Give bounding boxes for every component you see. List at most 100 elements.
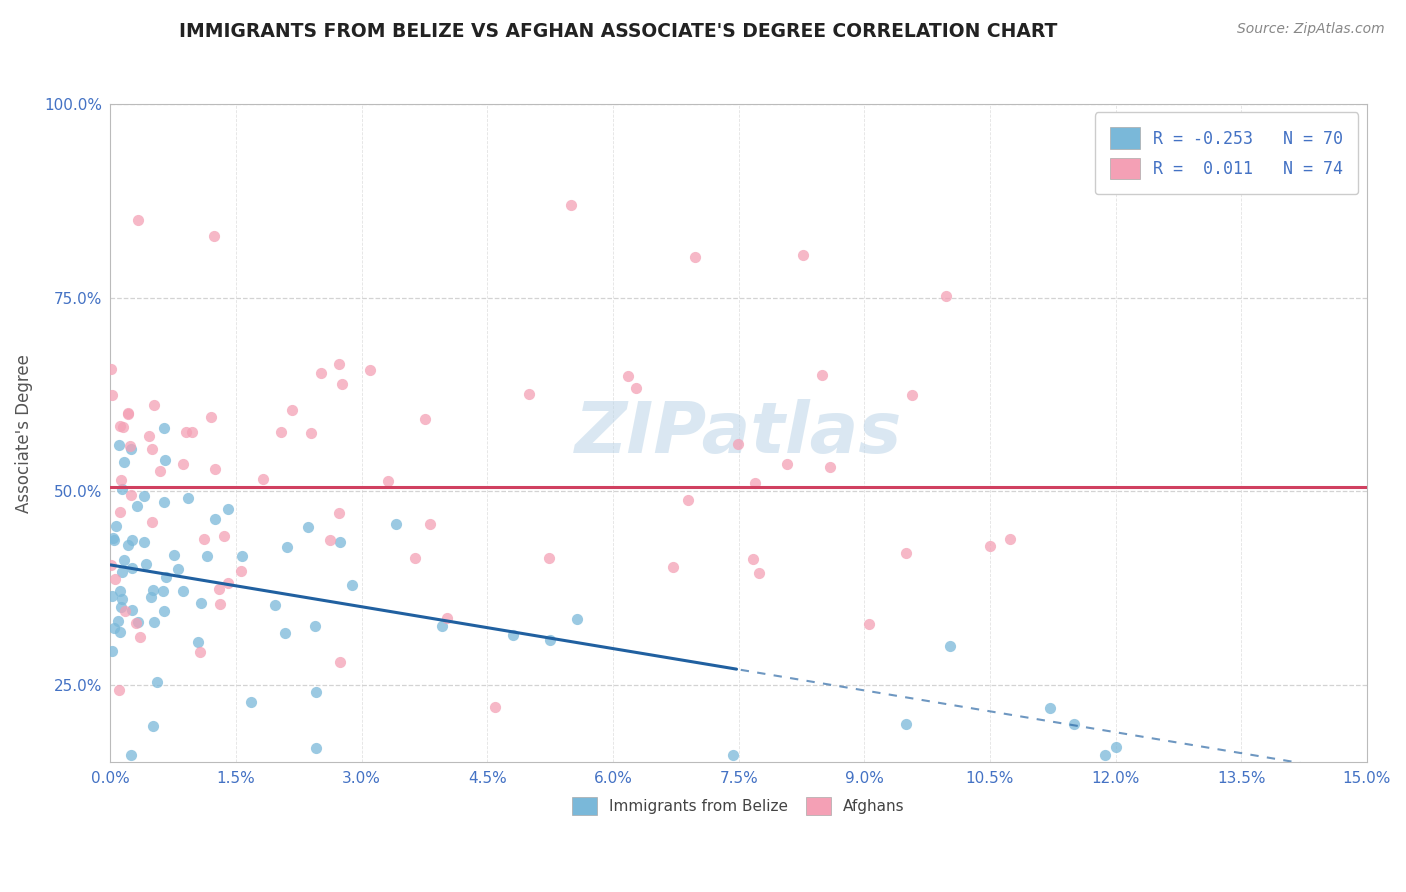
Point [404,551,426,566]
Point [330,377,353,392]
Point [107,614,129,628]
Point [200,409,222,424]
Point [311,366,333,380]
Point [385,516,408,531]
Point [276,540,298,554]
Point [377,474,399,488]
Point [318,533,340,547]
Point [110,474,132,488]
Point [304,618,326,632]
Point [152,583,174,598]
Point [894,716,917,731]
Point [112,553,135,567]
Point [103,621,125,635]
Point [484,700,506,714]
Point [163,549,186,563]
Point [748,566,770,581]
Point [204,461,226,475]
Point [142,583,165,598]
Point [138,429,160,443]
Point [858,617,880,632]
Point [100,644,122,658]
Point [329,535,352,549]
Point [105,519,128,533]
Point [111,566,134,580]
Point [108,438,131,452]
Point [187,634,209,648]
Point [117,407,139,421]
Point [517,386,540,401]
Point [775,457,797,471]
Point [208,598,231,612]
Point [104,572,127,586]
Point [120,442,142,457]
Point [172,457,194,471]
Point [274,625,297,640]
Point [153,421,176,435]
Point [305,685,328,699]
Point [217,576,239,591]
Point [117,538,139,552]
Point [204,512,226,526]
Point [121,602,143,616]
Point [264,598,287,612]
Point [141,515,163,529]
Point [212,529,235,543]
Point [280,403,302,417]
Point [101,589,124,603]
Point [149,464,172,478]
Point [103,531,125,545]
Point [118,439,141,453]
Point [114,455,136,469]
Point [901,388,924,402]
Point [135,557,157,571]
Point [146,675,169,690]
Point [413,411,436,425]
Point [108,505,131,519]
Point [114,604,136,618]
Point [193,532,215,546]
Point [229,564,252,578]
Point [180,425,202,439]
Point [430,619,453,633]
Point [617,368,640,383]
Point [270,425,292,439]
Point [139,590,162,604]
Point [195,549,218,563]
Point [721,747,744,762]
Text: Source: ZipAtlas.com: Source: ZipAtlas.com [1237,22,1385,37]
Point [172,584,194,599]
Point [134,489,156,503]
Point [129,630,152,644]
Point [127,615,149,629]
Point [811,368,834,383]
Point [155,452,177,467]
Point [111,592,134,607]
Point [727,436,749,450]
Y-axis label: Associate's Degree: Associate's Degree [15,354,32,513]
Point [120,747,142,762]
Point [202,229,225,244]
Point [127,499,149,513]
Point [141,442,163,456]
Point [100,558,122,572]
Point [297,520,319,534]
Point [190,596,212,610]
Point [436,610,458,624]
Point [188,645,211,659]
Point [142,719,165,733]
Point [299,425,322,440]
Point [231,549,253,563]
Point [240,695,263,709]
Point [359,363,381,377]
Point [208,582,231,596]
Point [935,289,957,303]
Point [328,357,350,371]
Point [110,599,132,614]
Point [155,570,177,584]
Point [167,562,190,576]
Point [111,482,134,496]
Point [939,640,962,654]
Point [329,656,352,670]
Point [678,492,700,507]
